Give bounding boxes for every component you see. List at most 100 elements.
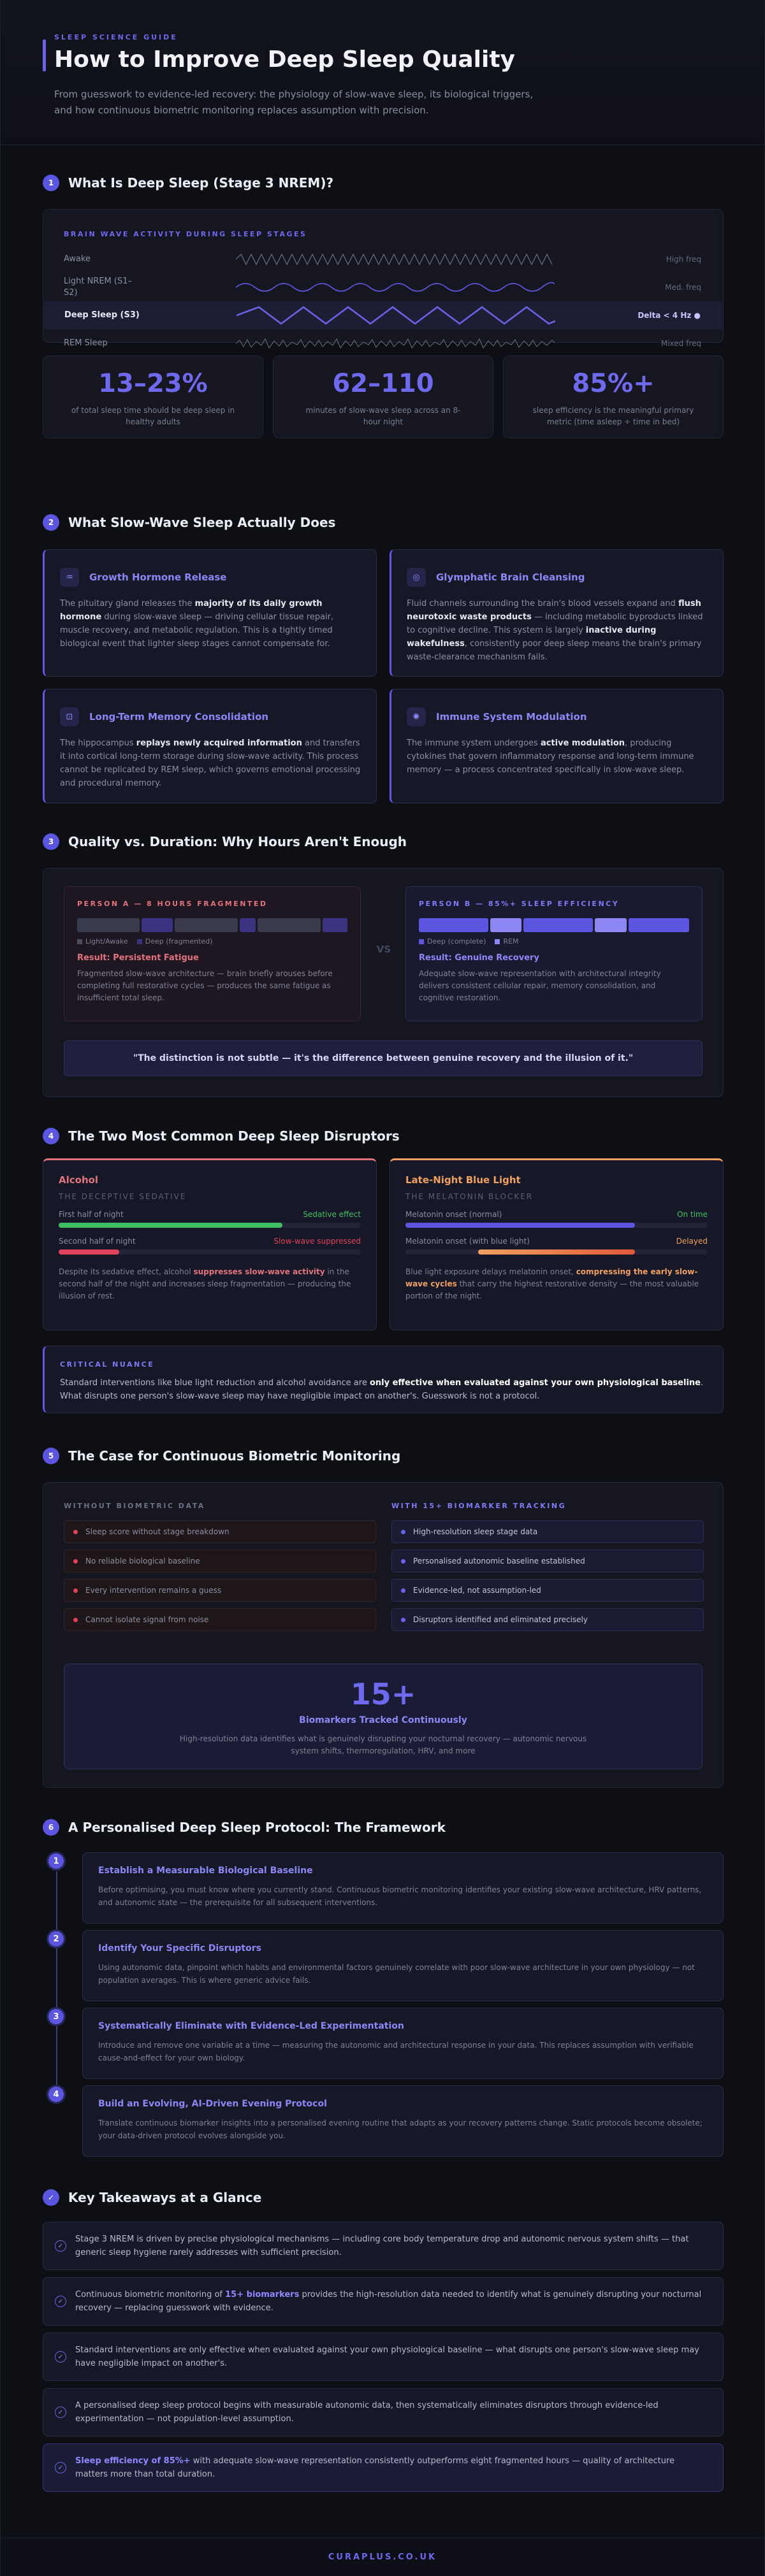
section-number: 2: [43, 514, 59, 531]
person-a-legend: Light/Awake Deep (fragmented): [77, 937, 347, 946]
takeaway-text: A personalised deep sleep protocol begin…: [75, 2401, 659, 2424]
awake-wave: [236, 253, 553, 266]
blue-light-title: Late-Night Blue Light: [405, 1174, 521, 1186]
stat-card: 13–23% of total sleep time should be dee…: [43, 356, 263, 438]
alcohol-card: Alcohol THE DECEPTIVE SEDATIVE First hal…: [43, 1158, 377, 1330]
protocol-step: Build an Evolving, AI-Driven Evening Pro…: [82, 2085, 724, 2157]
section-title: The Case for Continuous Biometric Monito…: [68, 1448, 401, 1464]
with-data-label: WITH 15+ BIOMARKER TRACKING: [391, 1502, 567, 1510]
takeaway-item: ✓ Continuous biometric monitoring of 15+…: [43, 2277, 724, 2326]
hero: SLEEP SCIENCE GUIDE How to Improve Deep …: [1, 0, 764, 145]
card-body: The pituitary gland releases the majorit…: [60, 599, 334, 649]
alcohol-second-half-bar: [59, 1249, 361, 1255]
without-data-column: WITHOUT BIOMETRIC DATA Sleep score witho…: [64, 1502, 376, 1637]
wave-row-rem: REM Sleep Mixed freq: [43, 329, 723, 357]
section-title: What Slow-Wave Sleep Actually Does: [68, 515, 336, 530]
card-title: Growth Hormone Release: [89, 572, 227, 583]
stat-card: 85%+ sleep efficiency is the meaningful …: [503, 356, 724, 438]
step-title: Identify Your Specific Disruptors: [98, 1943, 261, 1954]
section-number: 6: [43, 1819, 59, 1836]
step-description: Before optimising, you must know where y…: [98, 1885, 702, 1907]
card-immune: ✺ Immune System Modulation The immune sy…: [390, 689, 724, 803]
stat-number: 85%+: [572, 369, 655, 398]
protocol-step: Establish a Measurable Biological Baseli…: [82, 1852, 724, 1924]
bar-status: On time: [677, 1210, 708, 1219]
person-a-result: Result: Persistent Fatigue: [77, 953, 199, 963]
wave-row-light: Light NREM (S1–S2) Med. freq: [43, 273, 723, 301]
with-item: Evidence-led, not assumption-led: [391, 1579, 704, 1602]
person-a-description: Fragmented slow-wave architecture — brai…: [77, 969, 333, 1002]
section-title: A Personalised Deep Sleep Protocol: The …: [68, 1820, 446, 1835]
check-icon: ✓: [55, 2240, 66, 2252]
alcohol-subtitle: THE DECEPTIVE SEDATIVE: [59, 1192, 187, 1201]
card-body: The hippocampus replays newly acquired i…: [60, 738, 361, 788]
brain-wave-panel: BRAIN WAVE ACTIVITY DURING SLEEP STAGES …: [43, 209, 724, 349]
takeaway-item: ✓ A personalised deep sleep protocol beg…: [43, 2388, 724, 2436]
step-number: 1: [47, 1852, 66, 1871]
section-title: Quality vs. Duration: Why Hours Aren't E…: [68, 834, 407, 849]
blue-light-subtitle: THE MELATONIN BLOCKER: [405, 1192, 534, 1201]
brain-icon: ◎: [407, 568, 426, 587]
step-number: 2: [47, 1929, 66, 1948]
section-number: 1: [43, 175, 59, 191]
card-body: The immune system undergoes active modul…: [407, 738, 694, 775]
takeaway-item: ✓ Sleep efficiency of 85%+ with adequate…: [43, 2443, 724, 2492]
bar-label: First half of night: [59, 1210, 124, 1219]
alcohol-first-half-bar: [59, 1223, 361, 1228]
wave-freq: Med. freq: [665, 283, 701, 292]
blue-light-card: Late-Night Blue Light THE MELATONIN BLOC…: [390, 1158, 724, 1330]
section-deep-sleep: 1 What Is Deep Sleep (Stage 3 NREM)? BRA…: [43, 173, 724, 438]
person-b-box: PERSON B — 85%+ SLEEP EFFICIENCY Deep (c…: [405, 886, 703, 1021]
step-number: 4: [47, 2085, 66, 2104]
section-biometric: 5 The Case for Continuous Biometric Moni…: [43, 1446, 724, 1790]
footer-brand-link[interactable]: CURAPLUS.CO.UK: [328, 2552, 437, 2562]
footer: CURAPLUS.CO.UK: [1, 2538, 764, 2576]
takeaway-text: Sleep efficiency of 85%+ with adequate s…: [75, 2456, 675, 2479]
rem-wave: [236, 338, 555, 349]
biomarker-label: Biomarkers Tracked Continuously: [299, 1715, 467, 1725]
step-title: Build an Evolving, AI-Driven Evening Pro…: [98, 2099, 327, 2109]
critical-nuance-text: Standard interventions like blue light r…: [60, 1378, 704, 1401]
takeaway-text: Stage 3 NREM is driven by precise physio…: [75, 2234, 689, 2257]
vs-label: VS: [376, 944, 391, 955]
memory-icon: ⊡: [60, 707, 79, 726]
wave-name: Deep Sleep (S3): [64, 310, 140, 320]
card-title: Immune System Modulation: [436, 711, 587, 723]
person-b-description: Adequate slow-wave representation with a…: [419, 969, 661, 1002]
check-icon: ✓: [55, 2351, 66, 2363]
check-icon: ✓: [55, 2462, 66, 2473]
card-memory: ⊡ Long-Term Memory Consolidation The hip…: [43, 689, 377, 803]
hero-accent-bar: [43, 40, 46, 71]
stat-description: minutes of slow-wave sleep across an 8-h…: [305, 406, 461, 426]
biomarker-highlight: 15+ Biomarkers Tracked Continuously High…: [64, 1664, 703, 1769]
section-takeaways: ✓ Key Takeaways at a Glance ✓ Stage 3 NR…: [43, 2188, 724, 2519]
blue-light-description: Blue light exposure delays melatonin ons…: [405, 1267, 699, 1300]
bar-label: Melatonin onset (with blue light): [405, 1237, 530, 1246]
comparison-panel: PERSON A — 8 HOURS FRAGMENTED Light/Awak…: [43, 868, 724, 1097]
step-number: 3: [47, 2007, 66, 2026]
melatonin-normal-bar: [405, 1223, 708, 1228]
wave-freq: Mixed freq: [660, 339, 701, 348]
section-protocol: 6 A Personalised Deep Sleep Protocol: Th…: [43, 1818, 724, 2168]
section-number: 4: [43, 1128, 59, 1144]
card-growth-hormone: ♒ Growth Hormone Release The pituitary g…: [43, 549, 377, 677]
section-slow-wave: 2 What Slow-Wave Sleep Actually Does ♒ G…: [43, 513, 724, 806]
check-icon: ✓: [43, 2189, 59, 2206]
without-data-label: WITHOUT BIOMETRIC DATA: [64, 1502, 205, 1510]
check-icon: ✓: [55, 2407, 66, 2418]
check-icon: ✓: [55, 2296, 66, 2307]
critical-nuance-label: CRITICAL NUANCE: [60, 1360, 155, 1369]
immune-icon: ✺: [407, 707, 426, 726]
wave-row-deep: Deep Sleep (S3) Delta < 4 Hz ●: [44, 301, 722, 329]
person-b-label: PERSON B — 85%+ SLEEP EFFICIENCY: [419, 900, 620, 908]
biometric-panel: WITHOUT BIOMETRIC DATA Sleep score witho…: [43, 1482, 724, 1788]
stat-row: 13–23% of total sleep time should be dee…: [43, 356, 724, 438]
bar-status: Slow-wave suppressed: [273, 1237, 361, 1246]
without-item: No reliable biological baseline: [64, 1550, 376, 1572]
stat-card: 62–110 minutes of slow-wave sleep across…: [273, 356, 493, 438]
with-item: Disruptors identified and eliminated pre…: [391, 1608, 704, 1631]
takeaway-text: Standard interventions are only effectiv…: [75, 2345, 699, 2368]
section-number: 3: [43, 833, 59, 850]
stat-description: sleep efficiency is the meaningful prima…: [532, 406, 694, 426]
bar-status: Delayed: [676, 1237, 708, 1246]
